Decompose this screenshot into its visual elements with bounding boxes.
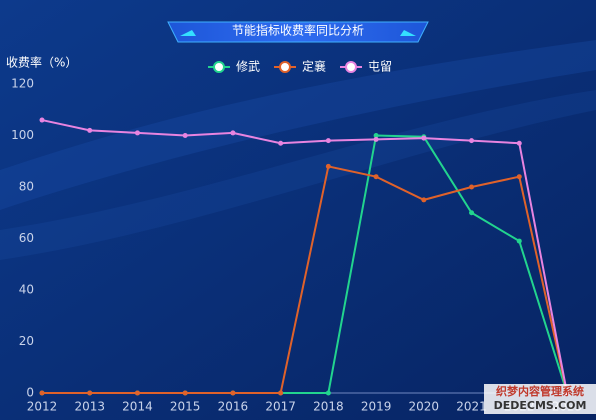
data-point xyxy=(39,390,45,396)
data-point xyxy=(469,184,475,190)
y-tick-label: 0 xyxy=(26,386,34,400)
legend-label: 修武 xyxy=(236,59,260,74)
bg-wave xyxy=(0,40,596,210)
y-axis-label: 收费率（%） xyxy=(6,55,77,70)
data-point xyxy=(516,238,522,244)
x-tick-label: 2020 xyxy=(409,400,440,414)
data-point xyxy=(134,390,140,396)
data-point xyxy=(516,140,522,146)
y-tick-label: 120 xyxy=(11,77,34,91)
data-point xyxy=(325,138,331,144)
series-line xyxy=(41,119,568,394)
x-tick-label: 2012 xyxy=(27,400,58,414)
chart-title: 节能指标收费率同比分析 xyxy=(232,23,364,38)
data-point xyxy=(373,136,379,142)
watermark: 织梦内容管理系统 xyxy=(496,384,584,398)
data-point xyxy=(469,210,475,216)
data-point xyxy=(230,130,236,136)
data-point xyxy=(421,135,427,141)
data-point xyxy=(421,197,427,203)
bg-wave xyxy=(0,90,596,260)
legend: 修武 定襄 屯留 xyxy=(208,59,392,74)
legend-label: 屯留 xyxy=(368,60,392,74)
series-line xyxy=(42,165,568,394)
data-point xyxy=(87,127,93,133)
x-tick-label: 2017 xyxy=(265,400,296,414)
y-tick-label: 20 xyxy=(19,334,34,348)
legend-label: 定襄 xyxy=(302,59,326,74)
watermark-bg xyxy=(484,384,596,414)
data-point xyxy=(469,138,475,144)
data-point xyxy=(278,390,284,396)
data-point xyxy=(182,390,188,396)
data-point xyxy=(182,133,188,138)
title-banner xyxy=(167,21,429,43)
data-point xyxy=(87,390,93,396)
y-tick-label: 100 xyxy=(11,128,34,142)
x-tick-label: 2014 xyxy=(122,400,153,414)
data-point xyxy=(230,390,236,396)
x-tick-label: 2015 xyxy=(170,400,201,414)
x-tick-label: 2016 xyxy=(218,400,249,414)
data-point xyxy=(516,174,522,180)
data-point xyxy=(325,390,331,396)
x-tick-label: 2013 xyxy=(74,400,105,414)
legend-marker xyxy=(345,61,357,73)
data-point xyxy=(278,140,284,146)
x-tick-label: 2019 xyxy=(361,400,392,414)
data-point xyxy=(134,130,140,136)
data-point xyxy=(373,174,379,180)
data-point xyxy=(325,163,331,169)
data-point xyxy=(39,117,45,123)
y-tick-label: 80 xyxy=(19,180,34,194)
data-point xyxy=(373,133,379,138)
legend-marker xyxy=(213,61,225,73)
x-tick-label: 2021 xyxy=(456,400,487,414)
y-tick-label: 40 xyxy=(19,283,34,297)
x-tick-label: 2018 xyxy=(313,400,344,414)
y-tick-label: 60 xyxy=(19,231,34,245)
watermark: DEDECMS.COM xyxy=(494,399,587,412)
legend-marker xyxy=(279,61,291,73)
